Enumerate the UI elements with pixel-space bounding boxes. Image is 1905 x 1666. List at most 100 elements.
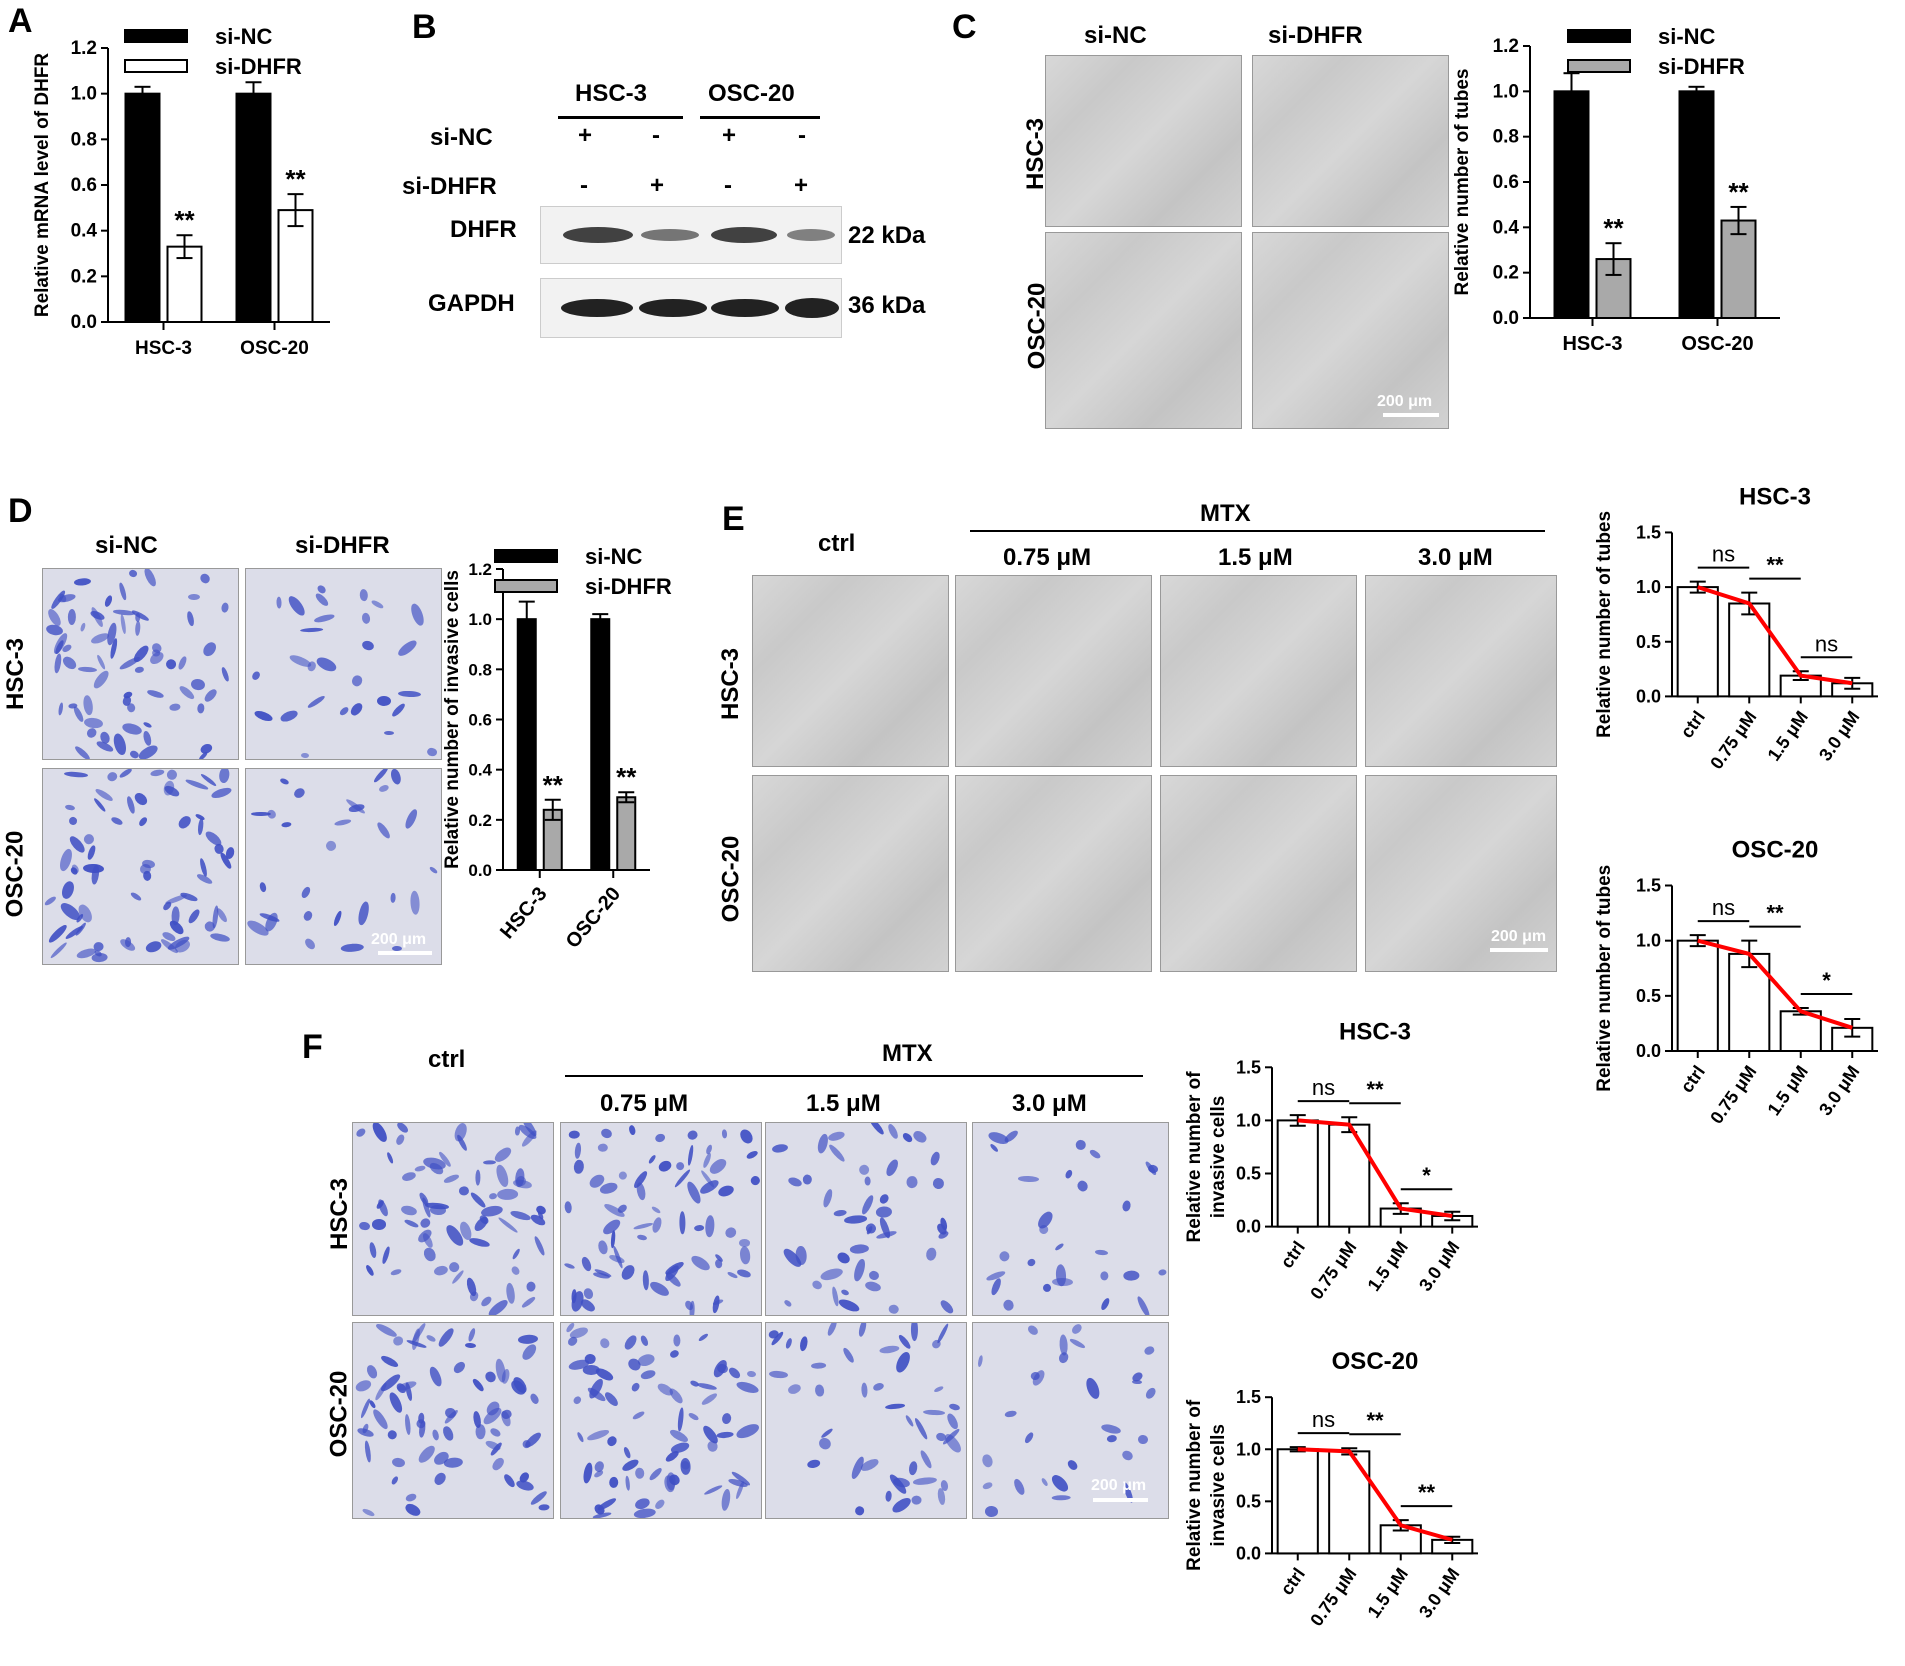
stained-cell: [939, 1297, 956, 1315]
stained-cell: [624, 1475, 631, 1491]
stained-cell: [195, 872, 214, 887]
stained-cell: [913, 1416, 930, 1441]
stained-cell: [584, 1353, 596, 1365]
stained-cell: [597, 1336, 611, 1350]
stained-cell: [142, 869, 152, 882]
stained-cell: [893, 1349, 913, 1375]
scale-label: 200 μm: [1377, 393, 1433, 410]
stained-cell: [47, 922, 70, 945]
x-tick-label: 1.5 μM: [1364, 1564, 1413, 1621]
stained-cell: [906, 1175, 918, 1189]
stained-cell: [925, 1247, 938, 1262]
stained-cell: [816, 1435, 833, 1452]
y-tick-label: 0.5: [1636, 986, 1661, 1006]
scale-bar: [1383, 413, 1439, 417]
stained-cell: [724, 1225, 739, 1239]
stained-cell: [841, 1346, 856, 1364]
stained-cell: [815, 1384, 826, 1398]
stained-cell: [1004, 1410, 1018, 1419]
stained-cell: [60, 879, 76, 901]
scale-bar: [378, 951, 432, 955]
y-axis-label: Relative number of tubes: [1452, 69, 1473, 296]
stained-cell: [142, 721, 153, 730]
stained-cell: [356, 900, 371, 926]
stained-cell: [78, 665, 98, 673]
y-tick-label: 0.0: [71, 312, 97, 333]
stained-cell: [639, 1334, 650, 1348]
chart-c: 0.0 0.2 0.4 0.6 0.8 1.0 1.2 Relative number of …: [1452, 24, 1780, 355]
stained-cell: [300, 885, 313, 900]
stained-cell: [864, 1176, 872, 1186]
stained-cell: [539, 1504, 550, 1512]
bar: [1720, 219, 1757, 320]
stained-cell: [860, 1382, 868, 1398]
stained-cell: [1068, 1337, 1086, 1350]
stained-cell: [386, 1390, 405, 1415]
stained-cell: [650, 1216, 664, 1235]
chart-d: 0.0 0.2 0.4 0.6 0.8 1.0 1.2 Relative number of …: [442, 544, 672, 953]
stained-cell: [403, 1413, 412, 1436]
stained-cell: [428, 865, 438, 875]
legend-swatch: [494, 549, 558, 563]
stained-cell: [187, 594, 200, 601]
y-tick-label: 0.0: [1636, 686, 1661, 706]
significance-label: *: [1422, 1163, 1431, 1188]
stained-cell: [680, 1458, 692, 1476]
blot-sign: +: [722, 122, 737, 149]
row-label-osc20: OSC-20: [1, 830, 29, 918]
stained-cell: [405, 1492, 418, 1503]
stained-cell: [301, 909, 314, 923]
stained-cell: [771, 1142, 789, 1154]
bar: [1678, 90, 1715, 320]
bar: [277, 209, 314, 323]
stained-cell: [853, 1505, 866, 1517]
stained-cell: [640, 1368, 657, 1381]
stained-cell: [726, 1365, 742, 1381]
stained-cell: [746, 1370, 757, 1378]
stained-cell: [642, 1269, 650, 1290]
blot-sign: +: [650, 172, 665, 199]
stained-cell: [209, 785, 233, 800]
blot-row-si-dhfr: si-DHFR: [402, 173, 497, 200]
stained-cell: [574, 1142, 582, 1160]
row-label-osc20: OSC-20: [717, 835, 745, 923]
stained-cell: [410, 1323, 428, 1345]
stained-cell: [451, 1359, 468, 1376]
stained-cell: [1052, 1277, 1074, 1287]
stained-cell: [93, 941, 105, 952]
x-tick-label: 0.75 μM: [1306, 1564, 1360, 1630]
stained-cell: [132, 790, 150, 807]
stained-cell: [868, 1270, 881, 1282]
stained-cell: [912, 1476, 938, 1486]
significance-label: **: [174, 205, 195, 235]
stained-cell: [370, 1407, 390, 1432]
legend-swatch: [124, 59, 188, 73]
trend-line: [1697, 938, 1853, 1030]
stained-cell: [563, 1261, 575, 1270]
x-tick-label: HSC-3: [1562, 333, 1622, 355]
chart-title: HSC-3: [1339, 1018, 1411, 1045]
significance-label: **: [1366, 1408, 1384, 1433]
stained-cell: [353, 1378, 373, 1394]
x-tick-label: 0.75 μM: [1706, 707, 1760, 773]
chart-title: OSC-20: [1332, 1348, 1419, 1375]
stained-cell: [1100, 1270, 1109, 1281]
stained-cell: [414, 1164, 427, 1172]
stained-cell: [112, 731, 129, 757]
stained-cell: [1143, 1345, 1156, 1357]
y-axis-label: invasive cells: [1208, 1424, 1229, 1547]
stained-cell: [835, 1250, 852, 1267]
blot-header-line-osc20: [700, 116, 820, 119]
stained-cell: [363, 1440, 372, 1463]
stained-cell: [918, 1449, 934, 1470]
blot-kda-22: 22 kDa: [848, 222, 926, 249]
y-tick-label: 1.2: [71, 38, 97, 59]
stained-cell: [380, 1245, 391, 1265]
x-tick-label: 3.0 μM: [1815, 1062, 1864, 1119]
stained-cell: [605, 1434, 619, 1448]
stained-cell: [509, 1264, 521, 1276]
stained-cell: [720, 1412, 733, 1425]
stained-cell: [400, 1171, 417, 1183]
stained-cell: [502, 1472, 517, 1489]
stained-cell: [78, 622, 86, 633]
